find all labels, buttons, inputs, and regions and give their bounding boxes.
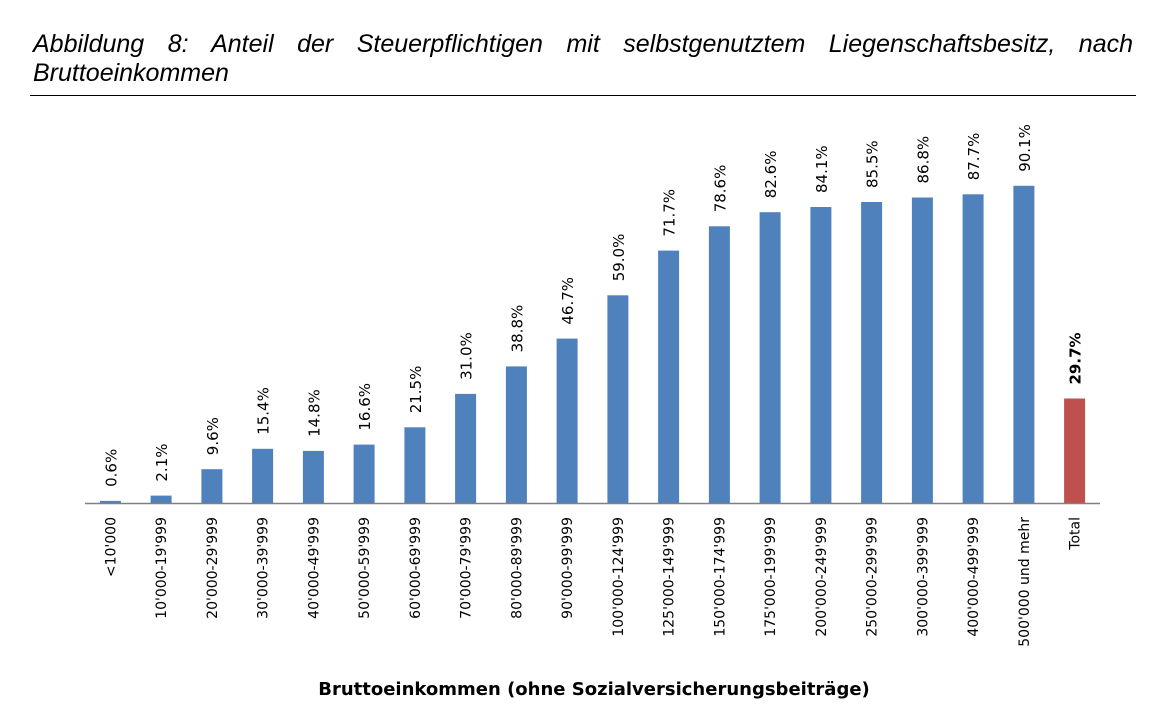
category-tick-label: 40'000-49'999	[306, 517, 322, 619]
value-label: 21.5%	[407, 366, 425, 414]
bar	[1013, 185, 1035, 504]
category-tick-label: 70'000-79'999	[459, 517, 475, 619]
bar	[252, 448, 274, 503]
value-label: 84.1%	[813, 145, 831, 193]
bar	[302, 450, 324, 503]
caption-rule	[30, 95, 1136, 96]
bar	[658, 250, 680, 503]
value-label: 29.7%	[1067, 332, 1085, 384]
value-label: 16.6%	[356, 383, 374, 431]
bars-group	[99, 185, 1086, 504]
bar	[353, 444, 375, 503]
bar	[810, 207, 832, 503]
bar	[607, 295, 629, 503]
category-tick-label: 150'000-174'999	[712, 517, 728, 637]
category-tick-label: 200'000-249'999	[814, 517, 830, 637]
category-tick-label: 500'000 und mehr	[1017, 517, 1033, 647]
category-tick-label: <10'000	[103, 517, 119, 577]
category-tick-label: 60'000-69'999	[408, 517, 424, 619]
value-label: 71.7%	[661, 189, 679, 237]
figure-caption: Abbildung 8: Anteil der Steuerpflichtige…	[33, 30, 1133, 87]
category-tick-label: 90'000-99'999	[560, 517, 576, 619]
value-label: 15.4%	[255, 387, 273, 435]
value-label: 2.1%	[153, 443, 171, 481]
bar	[911, 197, 933, 503]
bar	[759, 212, 781, 503]
value-label: 78.6%	[711, 165, 729, 213]
category-tick-label: 10'000-19'999	[154, 517, 170, 619]
category-tick-label: 250'000-299'999	[865, 517, 881, 637]
x-axis-title: Bruttoeinkommen (ohne Sozialversicherung…	[318, 679, 870, 700]
value-label: 14.8%	[305, 389, 323, 437]
category-tick-label: 100'000-124'999	[611, 517, 627, 637]
bar	[201, 469, 223, 503]
category-tick-label: 125'000-149'999	[662, 517, 678, 637]
bar	[505, 366, 527, 503]
category-tick-label: 175'000-199'999	[763, 517, 779, 637]
category-tick-label: 400'000-499'999	[966, 517, 982, 637]
category-tick-label: 30'000-39'999	[256, 517, 272, 619]
value-label: 90.1%	[1016, 124, 1034, 172]
bar	[404, 427, 426, 503]
value-label: 59.0%	[610, 234, 628, 282]
bar	[861, 202, 883, 503]
value-label: 46.7%	[559, 277, 577, 325]
category-tick-label: 20'000-29'999	[205, 517, 221, 619]
value-label: 38.8%	[508, 305, 526, 353]
value-label: 31.0%	[458, 332, 476, 380]
bar	[962, 194, 984, 504]
category-tick-label: 50'000-59'999	[357, 517, 373, 619]
bar	[708, 226, 730, 504]
tick-labels-group: <10'000 10'000-19'999 20'000-29'999 30'000-…	[103, 517, 1083, 647]
bar-total	[1064, 398, 1086, 503]
value-label: 86.8%	[914, 136, 932, 184]
category-tick-label: Total	[1068, 517, 1084, 551]
value-label: 0.6%	[102, 449, 120, 487]
value-label: 82.6%	[762, 151, 780, 199]
category-tick-label: 300'000-399'999	[915, 517, 931, 637]
value-label: 85.5%	[864, 140, 882, 188]
value-label: 9.6%	[204, 417, 222, 455]
category-tick-label: 80'000-89'999	[509, 517, 525, 619]
bar	[150, 495, 172, 503]
bar	[556, 338, 578, 503]
value-label: 87.7%	[965, 133, 983, 181]
bar	[99, 500, 121, 503]
value-labels-group: 0.6% 2.1% 9.6% 15.4% 14.8% 16.6% 21.5% 31.0% 38.…	[102, 124, 1084, 487]
bar	[455, 393, 477, 503]
